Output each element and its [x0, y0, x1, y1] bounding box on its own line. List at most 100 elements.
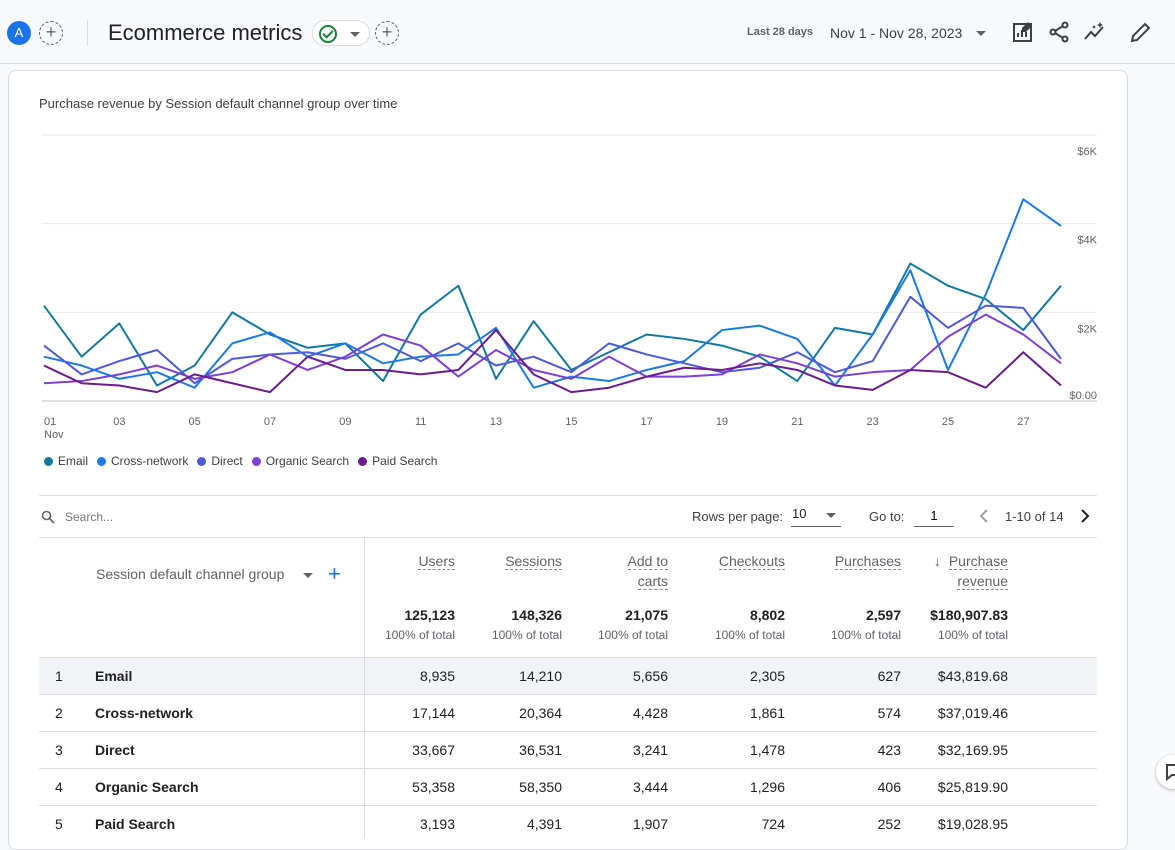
- page-info: 1-10 of 14: [1005, 509, 1064, 524]
- chart-title: Purchase revenue by Session default chan…: [39, 96, 398, 111]
- goto-label: Go to:: [869, 509, 905, 524]
- status-dropdown[interactable]: [312, 20, 370, 46]
- metric-cell: 406: [795, 767, 911, 805]
- add-comparison-icon[interactable]: +: [39, 21, 63, 45]
- search-input[interactable]: [65, 508, 265, 526]
- column-header[interactable]: Sessions 148,326 100% of total: [465, 538, 572, 657]
- row-name: Organic Search: [95, 778, 199, 795]
- add-dimension-icon[interactable]: +: [328, 561, 341, 586]
- metric-cell: 1,861: [678, 693, 795, 731]
- avatar[interactable]: A: [7, 21, 31, 45]
- metric-cell: $43,819.68: [911, 656, 1018, 694]
- date-range-picker[interactable]: Nov 1 - Nov 28, 2023: [830, 25, 963, 41]
- page-title: Ecommerce metrics: [108, 20, 303, 45]
- metric-cell: $799: [1018, 804, 1097, 837]
- column-header[interactable]: Users 125,123 100% of total: [364, 538, 465, 657]
- metric-cell: 252: [795, 804, 911, 837]
- row-index: 1: [55, 667, 63, 684]
- series-line-organic-search[interactable]: [43, 313, 1062, 385]
- legend-label: Direct: [211, 454, 243, 468]
- x-tick-label: 11: [415, 416, 426, 428]
- feedback-icon: [1166, 764, 1175, 782]
- metric-cell: $32,169.95: [911, 730, 1018, 768]
- date-range-label: Last 28 days: [747, 26, 814, 38]
- table-row[interactable]: 1 Email 8,935 14,210 5,656 2,305 627 $43,819.68…: [39, 656, 1097, 694]
- metric-cell: 33,667: [364, 730, 465, 768]
- dimension-cell: 5 Paid Search: [39, 804, 365, 837]
- goto-input[interactable]: [914, 505, 954, 527]
- y-tick-label: $2K: [1077, 323, 1097, 335]
- column-header[interactable]: Shippingamount$9,642100% of total: [1018, 538, 1097, 657]
- metric-cell: $19,028.95: [911, 804, 1018, 837]
- x-tick-label: 01: [44, 416, 56, 428]
- series-line-direct[interactable]: [43, 295, 1062, 385]
- column-header[interactable]: Purchases 2,597 100% of total: [795, 538, 911, 657]
- table-row[interactable]: 3 Direct 33,667 36,531 3,241 1,478 423 $32,169.…: [39, 730, 1097, 768]
- column-header[interactable]: ↓ Purchase revenue $180,907.83 100% of total: [911, 538, 1018, 657]
- feedback-button[interactable]: [1156, 755, 1175, 789]
- legend-item[interactable]: Email: [44, 454, 88, 468]
- insights-icon[interactable]: [1083, 20, 1107, 44]
- x-tick-label: 03: [113, 416, 125, 428]
- legend-item[interactable]: Direct: [197, 454, 243, 468]
- column-total: $180,907.83: [930, 606, 1008, 623]
- column-header-label: Purchases: [834, 553, 901, 570]
- legend-item[interactable]: Cross-network: [97, 454, 188, 468]
- dimension-header: Session default channel group +: [39, 538, 365, 657]
- row-name: Paid Search: [95, 815, 176, 832]
- dimension-header-label[interactable]: Session default channel group: [96, 566, 285, 582]
- column-header[interactable]: Add to carts 21,075 100% of total: [572, 538, 678, 657]
- customize-report-icon[interactable]: [1011, 20, 1035, 44]
- metric-cell: 8,935: [364, 656, 465, 694]
- chevron-down-icon: [826, 513, 836, 518]
- table-row[interactable]: 2 Cross-network 17,144 20,364 4,428 1,861 574 $…: [39, 693, 1097, 731]
- metric-cell: 53,358: [364, 767, 465, 805]
- column-header[interactable]: Checkouts 8,802 100% of total: [678, 538, 795, 657]
- chevron-down-icon[interactable]: [303, 573, 313, 578]
- x-tick-label: 13: [490, 416, 502, 428]
- row-index: 2: [55, 704, 63, 721]
- metric-cell: $1,828: [1018, 656, 1097, 694]
- legend-item[interactable]: Paid Search: [358, 454, 437, 468]
- legend-label: Cross-network: [111, 454, 189, 468]
- series-line-cross-network[interactable]: [43, 198, 1062, 389]
- column-total: 8,802: [749, 606, 785, 623]
- y-tick-label: $6K: [1077, 146, 1097, 158]
- x-tick-label: 07: [264, 416, 276, 428]
- metric-cell: 1,296: [678, 767, 795, 805]
- y-tick-label: $0.00: [1069, 390, 1097, 402]
- share-icon[interactable]: [1047, 20, 1071, 44]
- metric-cell: $1,274: [1018, 730, 1097, 768]
- chevron-down-icon[interactable]: [976, 31, 986, 36]
- search-icon: [41, 510, 55, 524]
- previous-page-icon[interactable]: [976, 507, 994, 525]
- column-header-label: Checkouts: [718, 553, 785, 570]
- edit-icon[interactable]: [1129, 20, 1153, 44]
- add-filter-icon[interactable]: +: [375, 21, 399, 45]
- metric-cell: 58,350: [465, 767, 572, 805]
- line-chart: $0.00 $2K $4K $6K 01 03 05 07 09 11 13 15 17 19 21 23 25…: [42, 134, 1098, 441]
- legend-item[interactable]: Organic Search: [251, 454, 349, 468]
- column-total-percent: 100% of total: [491, 627, 562, 642]
- column-header-label: Add to: [627, 553, 668, 570]
- column-header-label: Sessions: [505, 553, 562, 570]
- metric-cell: 36,531: [465, 730, 572, 768]
- legend-dot-icon: [358, 456, 368, 466]
- column-header-label: Purchase: [948, 553, 1008, 570]
- metric-cell: 5,656: [572, 656, 678, 694]
- series-line-email[interactable]: [43, 262, 1062, 387]
- check-circle-icon: [319, 25, 337, 43]
- metric-cell: 423: [795, 730, 911, 768]
- rows-per-page-select[interactable]: 10: [791, 505, 841, 527]
- column-header-label: revenue: [957, 573, 1008, 590]
- x-tick-label: 09: [339, 416, 351, 428]
- x-tick-label: 25: [942, 416, 954, 428]
- metric-cell: 574: [795, 693, 911, 731]
- next-page-icon[interactable]: [1076, 507, 1094, 525]
- column-header-label: Users: [418, 553, 455, 570]
- legend-label: Email: [58, 454, 89, 468]
- rows-per-page-label: Rows per page:: [692, 509, 784, 524]
- table-row[interactable]: 5 Paid Search 3,193 4,391 1,907 724 252 $19,028…: [39, 804, 1097, 837]
- table-row[interactable]: 4 Organic Search 53,358 58,350 3,444 1,296 406…: [39, 767, 1097, 805]
- series-line-paid-search[interactable]: [43, 329, 1062, 394]
